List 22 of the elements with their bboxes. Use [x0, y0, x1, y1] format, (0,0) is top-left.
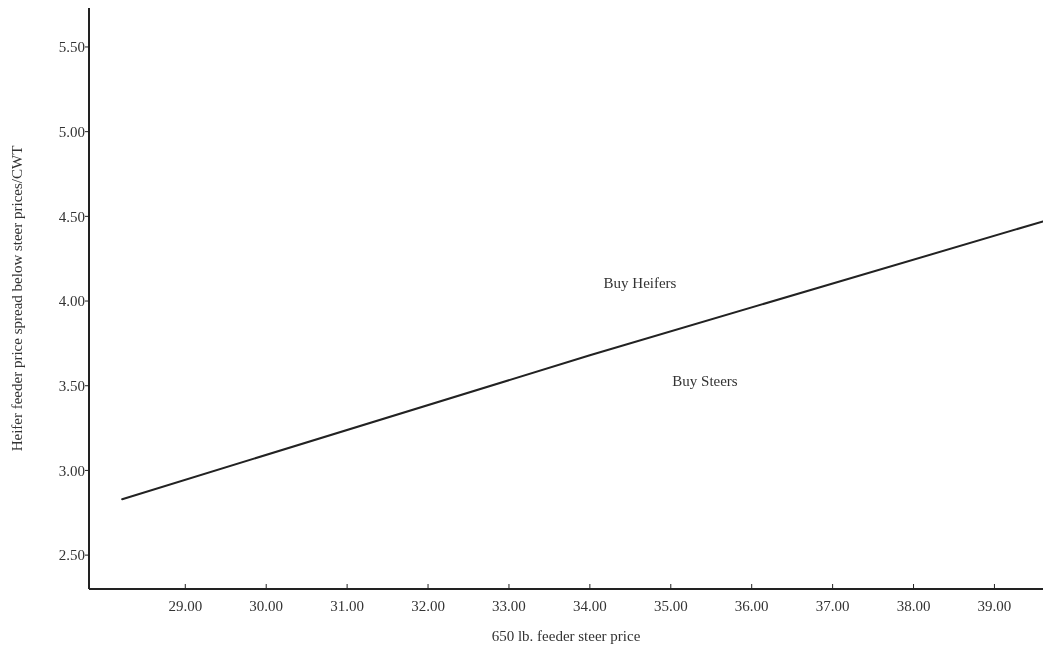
x-tick-label: 39.00 — [977, 598, 1012, 614]
x-tick-label: 35.00 — [653, 598, 688, 614]
y-tick-label: 5.50 — [58, 39, 85, 56]
annotation: Buy Heifers — [603, 275, 677, 292]
y-tick-label: 5.00 — [58, 123, 85, 140]
x-tick-label: 31.00 — [330, 598, 364, 614]
y-tick-label: 4.00 — [58, 293, 85, 310]
y-tick-label: 2.50 — [58, 547, 85, 564]
y-axis-title: Heifer feeder price spread below steer prices/CWT — [9, 145, 25, 452]
x-tick-label: 29.00 — [168, 598, 203, 614]
x-tick-label: 33.00 — [492, 598, 526, 614]
x-tick-label: 32.00 — [411, 598, 445, 614]
y-tick-label: 3.50 — [58, 377, 85, 394]
x-tick-label: 37.00 — [815, 598, 850, 614]
x-tick-label: 30.00 — [249, 598, 284, 614]
y-tick-label: 3.00 — [58, 462, 85, 479]
y-tick-label: 4.50 — [58, 208, 85, 225]
x-tick-label: 38.00 — [896, 598, 931, 614]
x-tick-label: 34.00 — [573, 598, 607, 614]
x-axis-title: 650 lb. feeder steer price — [491, 628, 641, 644]
x-tick-label: 36.00 — [734, 598, 769, 614]
annotation: Buy Steers — [672, 373, 738, 390]
